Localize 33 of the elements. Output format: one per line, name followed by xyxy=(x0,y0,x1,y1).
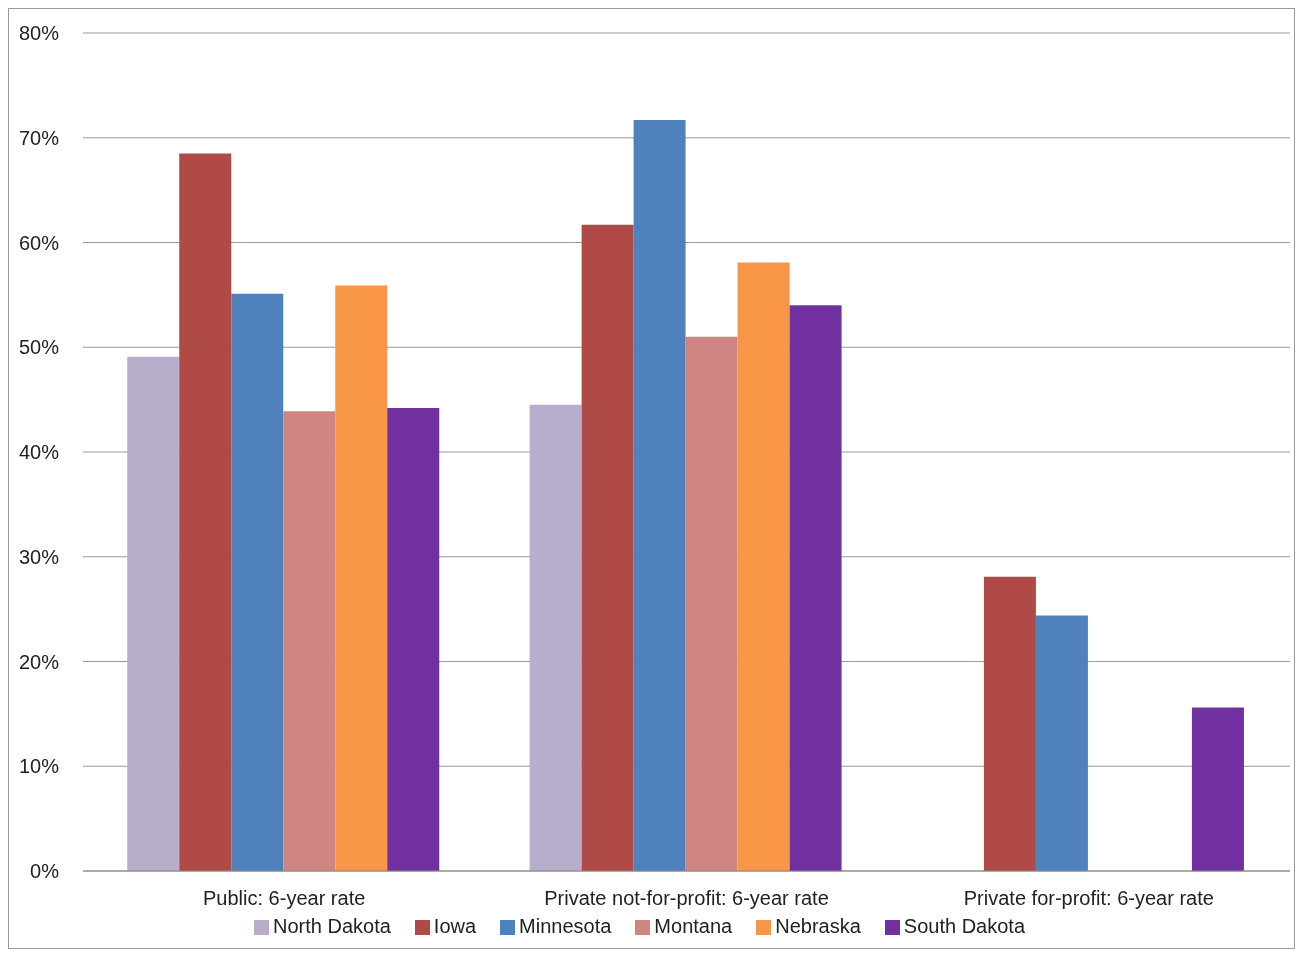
y-tick-label: 70% xyxy=(18,126,60,149)
x-tick-label: Public: 6-year rate xyxy=(203,887,366,910)
bar xyxy=(283,411,336,871)
y-tick-label: 60% xyxy=(18,231,60,254)
y-tick-label: 30% xyxy=(18,545,60,568)
y-tick-label: 10% xyxy=(18,755,60,778)
bar xyxy=(983,576,1036,871)
legend-label: Iowa xyxy=(433,915,477,937)
legend-label: Montana xyxy=(654,915,733,937)
bar xyxy=(231,293,284,871)
bar xyxy=(529,404,582,871)
y-tick-label: 50% xyxy=(18,336,60,359)
bar xyxy=(737,262,790,871)
legend-label: South Dakota xyxy=(903,915,1026,937)
bar xyxy=(633,119,686,871)
legend-label: North Dakota xyxy=(272,915,391,937)
y-tick-label: 0% xyxy=(30,860,60,883)
x-tick-label: Private not-for-profit: 6-year rate xyxy=(544,887,829,910)
legend-label: Minnesota xyxy=(519,915,612,937)
bar xyxy=(581,224,634,871)
y-tick-label: 40% xyxy=(18,441,60,464)
bar xyxy=(1191,707,1244,871)
bar xyxy=(335,285,388,871)
y-tick-label: 20% xyxy=(18,650,60,673)
bar xyxy=(685,336,738,871)
bar xyxy=(127,356,180,871)
bar xyxy=(1035,615,1088,871)
y-tick-label: 80% xyxy=(18,22,60,45)
bar xyxy=(387,408,440,871)
bar xyxy=(789,305,842,871)
legend-label: Nebraska xyxy=(775,915,861,937)
bar xyxy=(179,153,232,871)
x-tick-label: Private for-profit: 6-year rate xyxy=(963,887,1214,910)
